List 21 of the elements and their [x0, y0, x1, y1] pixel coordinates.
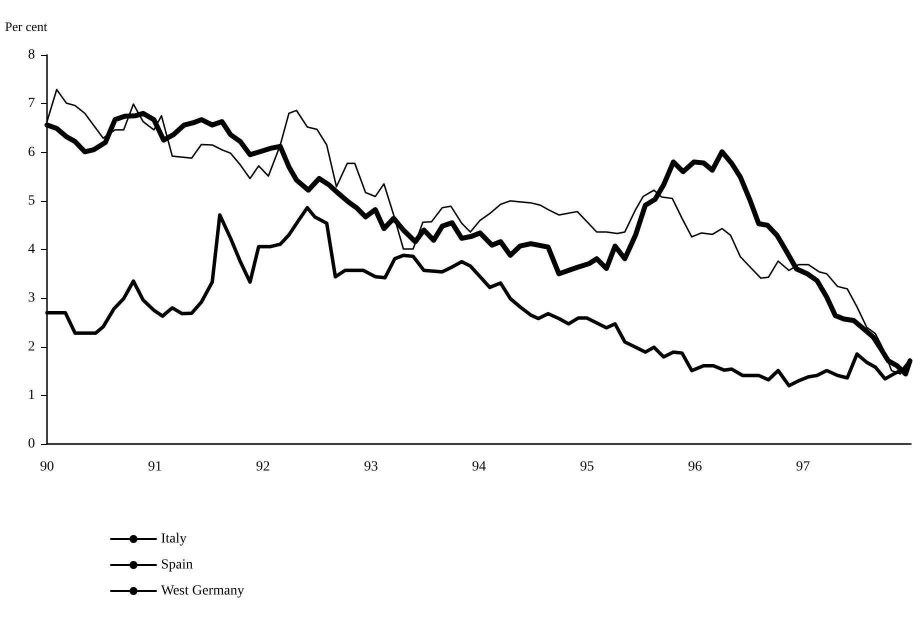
x-tick-label: 92	[256, 460, 270, 474]
legend-label: West Germany	[161, 584, 244, 598]
y-axis-title: Per cent	[5, 19, 48, 34]
x-tick-label: 97	[796, 460, 810, 474]
x-tick-label: 96	[688, 460, 702, 474]
y-tick-label: 7	[28, 96, 35, 112]
y-tick-label: 0	[28, 436, 35, 452]
x-tick-label: 93	[364, 460, 378, 474]
legend-label: Italy	[161, 532, 187, 546]
y-tick-label: 5	[28, 193, 35, 208]
x-tick-label: 91	[148, 460, 162, 474]
y-tick-label: 1	[28, 388, 35, 403]
y-tick-label: 3	[28, 290, 35, 306]
x-tick-label: 95	[580, 460, 594, 474]
y-tick-label: 8	[28, 48, 35, 62]
x-tick-label: 90	[40, 460, 54, 474]
legend-label: Spain	[161, 558, 193, 572]
y-tick-label: 6	[28, 144, 35, 160]
y-tick-label: 4	[28, 242, 35, 257]
y-tick-label: 2	[28, 339, 35, 354]
x-tick-label: 94	[472, 460, 486, 474]
